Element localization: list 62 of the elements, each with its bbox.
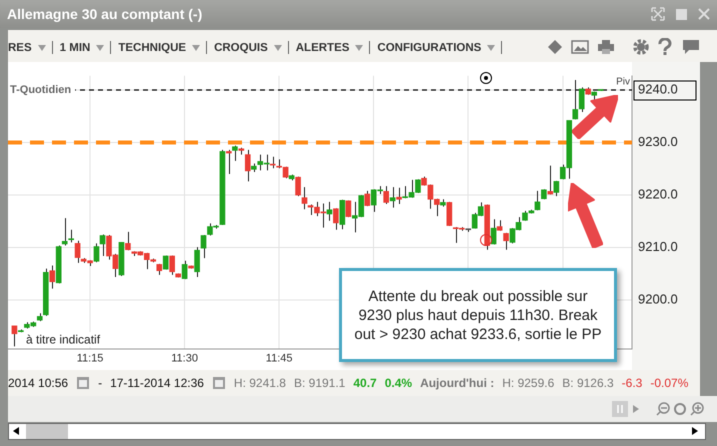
y-tick-label: 9230.0 <box>638 134 678 150</box>
y-tick-label: 9200.0 <box>638 292 678 307</box>
candlestick <box>232 145 238 162</box>
candlestick <box>62 218 68 246</box>
candlestick <box>12 325 18 347</box>
candlestick <box>125 231 131 251</box>
text: TECHNIQUE <box>118 41 188 54</box>
y-tick-label: 9210.0 <box>638 239 678 254</box>
text: B: 9191.1 <box>294 376 346 390</box>
candlestick <box>182 260 188 280</box>
candlestick <box>503 232 509 250</box>
text: CONFIGURATIONS <box>377 41 482 54</box>
x-tick-label: 11:45 <box>266 352 293 365</box>
candlestick <box>169 254 175 276</box>
candlestick <box>200 234 206 259</box>
text: 0.4% <box>384 376 412 390</box>
candlestick <box>396 187 402 204</box>
text: 2014 10:56 <box>8 376 68 390</box>
candlestick <box>364 190 370 207</box>
y-tick-label: 9220.0 <box>638 186 678 202</box>
text: Aujourd'hui : <box>420 376 494 390</box>
text: - <box>98 376 102 390</box>
annotation: T-Quotidien <box>10 84 72 96</box>
text: 40.7 <box>353 376 377 390</box>
candlestick <box>383 186 390 204</box>
candlestick <box>534 190 540 211</box>
text: B: 9126.3 <box>562 376 614 390</box>
candlestick <box>326 201 332 222</box>
text-box: Attente du break out possible sur 9230 plus haut depuis 11h30. Break out > 9230 achat 9233.6, sortie le PP <box>339 268 617 362</box>
candlestick <box>578 86 585 113</box>
candlestick <box>496 220 502 232</box>
annotation: Attente du break out possible sur 9230 plus haut depuis 11h30. Break out > 9230 achat 9233.6, sortie le PP <box>353 286 603 344</box>
text: ALERTES <box>296 41 350 54</box>
text: CROQUIS <box>214 41 269 54</box>
candlestick <box>94 242 100 263</box>
candlestick <box>244 149 251 182</box>
chart-title: Allemagne 30 au comptant (-) <box>7 6 202 22</box>
x-tick-label: 11:30 <box>171 352 198 365</box>
candlestick <box>490 218 496 245</box>
text: -0.07% <box>650 376 688 390</box>
candlestick <box>100 234 106 257</box>
text: 17-11-2014 12:36 <box>110 376 204 390</box>
candlestick <box>194 246 200 278</box>
candlestick <box>547 165 554 196</box>
candlestick <box>49 264 56 290</box>
x-tick-label: 11:15 <box>76 352 104 365</box>
candlestick <box>390 186 396 208</box>
candlestick <box>554 180 560 197</box>
text: H: 9259.6 <box>502 376 554 390</box>
candlestick <box>226 149 232 175</box>
text: RES <box>8 41 33 54</box>
y-tick-label: 9240.0 <box>638 82 678 97</box>
candlestick <box>333 208 339 230</box>
candlestick <box>295 176 301 197</box>
text: 1 MIN <box>60 41 92 54</box>
annotation: à titre indicatif <box>26 332 101 346</box>
candlestick <box>572 80 578 120</box>
candlestick <box>302 186 308 210</box>
text: -6.3 <box>622 376 642 390</box>
text: H: 9241.8 <box>234 376 286 390</box>
ref-line-label: Piv <box>616 76 630 88</box>
candlestick <box>74 240 80 264</box>
